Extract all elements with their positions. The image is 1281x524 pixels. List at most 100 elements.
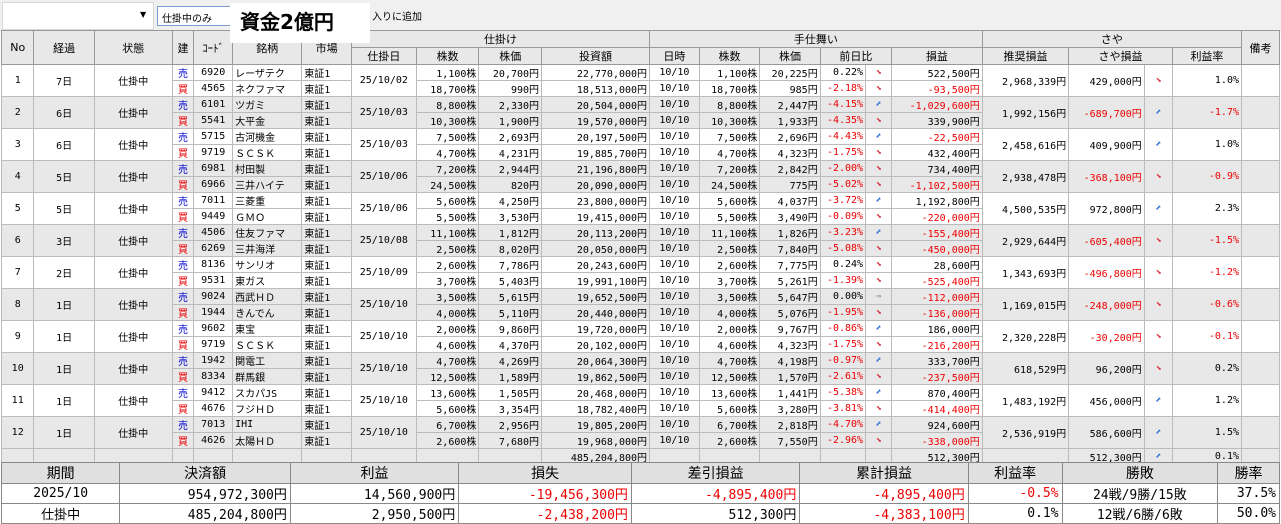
arrow-up-icon: ⬈ [1143,416,1173,449]
arrow-up-icon: ⬈ [865,352,892,369]
side-cell: 買 [171,208,195,225]
search-field[interactable] [2,2,154,30]
arrow-right-icon: ⇒ [865,288,892,305]
table-row[interactable]: 6 3日 仕掛中売 4506 住友ファマ 東証1 25/10/08 11,100株 1,812円… [0,224,1280,257]
entry-amount-cell: 20,050,000円 [541,240,651,257]
table-row[interactable]: 買 9719 ＳＣＳＫ 東証1 4,600株 4,370円 20,102,000円 10/10… [2,336,1280,353]
exit-price-cell: 4,198円 [759,352,821,369]
table-row[interactable]: 買 6966 三井ハイテ 東証1 24,500株 820円 20,090,000円 10/10… [2,176,1280,193]
exit-pl-cell: 734,400円 [890,160,983,177]
elapsed-days: 1日 [33,288,95,321]
col-side[interactable]: 建 [171,30,195,65]
exit-date-cell: 10/10 [649,272,700,289]
table-row[interactable]: 10 1日 仕掛中売 1942 関電工 東証1 25/10/10 4,700株 4,269円 20… [0,352,1280,385]
col-code[interactable]: ｺｰﾄﾞ [193,30,234,65]
change-cell: -4.43% [819,128,867,145]
spread-pl-cell: 409,900円 [1068,128,1145,161]
status-cell: 仕掛中 [93,256,173,289]
entry-amount-cell: 19,968,000円 [541,432,651,449]
exit-price-cell: 985円 [759,80,821,97]
table-row[interactable]: 2 6日 仕掛中売 6101 ツガミ 東証1 25/10/03 8,800株 2,330円 20,… [0,96,1280,129]
market-cell: 東証1 [301,192,352,209]
exit-pl-cell: 1,192,800円 [890,192,983,209]
table-row[interactable]: 11 1日 仕掛中売 9412 スカパJS 東証1 25/10/10 13,600株 1,505… [0,384,1280,417]
name-cell: 東ガス [232,272,303,289]
entry-amount-cell: 20,504,000円 [541,96,651,113]
entry-price-cell: 4,370円 [478,336,543,353]
arrow-down-icon: ⬊ [865,432,892,449]
side-cell: 売 [171,96,195,113]
entry-amount-cell: 20,440,000円 [541,304,651,321]
arrow-down-icon: ⬊ [1143,320,1173,353]
code-cell: 6269 [193,240,234,257]
entry-qty-cell: 13,600株 [415,384,480,401]
col-exit-date[interactable]: 日時 [649,47,700,65]
side-cell: 買 [171,400,195,417]
exit-price-cell: 4,323円 [759,144,821,161]
name-cell: 太陽ＨＤ [232,432,303,449]
table-row[interactable]: 買 9449 ＧＭＯ 東証1 5,500株 3,530円 19,415,000円 10/10 5… [2,208,1280,225]
col-no[interactable]: No [0,30,35,65]
spread-pl-cell: -368,100円 [1068,160,1145,193]
table-row[interactable]: 7 2日 仕掛中売 8136 サンリオ 東証1 25/10/09 2,600株 7,786円 20… [0,256,1280,289]
exit-date-cell: 10/10 [649,320,700,337]
col-days[interactable]: 経過 [33,30,95,65]
col-rate[interactable]: 利益率 [1171,47,1243,65]
add-favorite-link[interactable]: 入りに追加 [372,12,422,23]
market-cell: 東証1 [301,352,352,369]
exit-qty-cell: 4,000株 [698,304,761,321]
table-row[interactable]: 12 1日 仕掛中売 7013 IHI 東証1 25/10/10 6,700株 2,956円 19… [0,416,1280,449]
col-exit-pl[interactable]: 損益 [890,47,983,65]
table-row[interactable]: 8 1日 仕掛中売 9024 西武ＨＤ 東証1 25/10/10 3,500株 5,615円 19… [0,288,1280,321]
name-cell: 村田製 [232,160,303,177]
filter-select[interactable]: 仕掛中のみ [157,6,237,26]
entry-qty-cell: 10,300株 [415,112,480,129]
entry-price-cell: 2,693円 [478,128,543,145]
table-row[interactable]: 3 6日 仕掛中売 5715 古河機金 東証1 25/10/03 7,500株 2,693円 20… [0,128,1280,161]
name-cell: 東宝 [232,320,303,337]
arrow-down-icon: ⬊ [1143,352,1173,385]
table-row[interactable]: 4 5日 仕掛中売 6981 村田製 東証1 25/10/06 7,200株 2,944円 21,… [0,160,1280,193]
note-cell [1241,128,1280,161]
col-note[interactable]: 備考 [1241,30,1280,65]
table-row[interactable]: 5 5日 仕掛中売 7011 三菱重 東証1 25/10/06 5,600株 4,250円 23,… [0,192,1280,225]
col-entry-price[interactable]: 株価 [478,47,543,65]
col-exit-price[interactable]: 株価 [759,47,821,65]
entry-amount-cell: 19,885,700円 [541,144,651,161]
market-cell: 東証1 [301,128,352,145]
summary-header-cell: 期間 [0,462,121,484]
name-cell: 大平金 [232,112,303,129]
col-entry-amount[interactable]: 投資額 [541,47,651,65]
entry-qty-cell: 5,500株 [415,208,480,225]
exit-pl-cell: -525,400円 [890,272,983,289]
table-row[interactable]: 買 9531 東ガス 東証1 3,700株 5,403円 19,991,100円 10/10 3… [2,272,1280,289]
exit-date-cell: 10/10 [649,336,700,353]
arrow-up-icon: ⬈ [865,128,892,145]
entry-date-cell: 25/10/10 [350,320,417,353]
table-row[interactable]: 買 8334 群馬銀 東証1 12,500株 1,589円 19,862,500円 10/10… [2,368,1280,385]
table-row[interactable]: 買 4676 フジＨＤ 東証1 5,600株 3,354円 18,782,400円 10/10… [2,400,1280,417]
chevron-down-icon[interactable]: ▼ [140,10,147,19]
col-entry-date[interactable]: 仕掛日 [350,47,417,65]
col-exit-qty[interactable]: 株数 [698,47,761,65]
note-cell [1241,352,1280,385]
col-entry-qty[interactable]: 株数 [415,47,480,65]
side-cell: 売 [171,128,195,145]
arrow-up-icon: ⬈ [1143,384,1173,417]
exit-price-cell: 2,447円 [759,96,821,113]
col-exit-change[interactable]: 前日比 [819,47,892,65]
col-spread-pl[interactable]: さや損益 [1068,47,1173,65]
exit-price-cell: 2,696円 [759,128,821,145]
entry-price-cell: 3,530円 [478,208,543,225]
table-row[interactable]: 1 7日 仕掛中売 6920 レーザテク 東証1 25/10/02 1,100株 20,700円… [0,64,1280,97]
table-row[interactable]: 買 9719 ＳＣＳＫ 東証1 4,700株 4,231円 19,885,700円 10/10… [2,144,1280,161]
est-pl-cell: 1,483,192円 [981,384,1070,417]
table-row[interactable]: 買 5541 大平金 東証1 10,300株 1,900円 19,570,000円 10/10… [2,112,1280,129]
table-row[interactable]: 9 1日 仕掛中売 9602 東宝 東証1 25/10/10 2,000株 9,860円 19,7… [0,320,1280,353]
name-cell: 西武ＨＤ [232,288,303,305]
exit-qty-cell: 5,600株 [698,400,761,417]
col-est-pl[interactable]: 推奨損益 [981,47,1070,65]
col-status[interactable]: 状態 [93,30,173,65]
side-cell: 売 [171,352,195,369]
name-cell: IHI [232,416,303,433]
